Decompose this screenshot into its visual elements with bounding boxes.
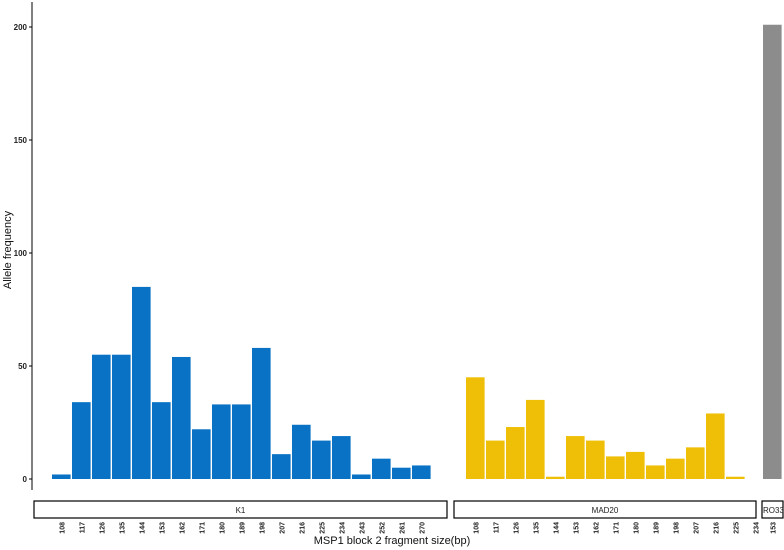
x-tick-label: 108 [59, 522, 66, 534]
x-tick-label: 135 [533, 522, 540, 534]
bar-mad20-225 [726, 476, 745, 479]
bar-k1-270 [412, 465, 431, 479]
x-tick-label: 126 [99, 522, 106, 534]
bar-k1-225 [312, 440, 331, 479]
x-tick-label: 162 [179, 522, 186, 534]
x-tick-label: 234 [753, 522, 760, 534]
x-tick-label: 171 [199, 522, 206, 534]
y-tick-label: 100 [14, 249, 28, 258]
x-tick-label: 216 [713, 522, 720, 534]
bar-k1-171 [192, 429, 211, 479]
y-tick-label: 150 [14, 136, 28, 145]
bar-mad20-198 [666, 458, 685, 479]
x-tick-label: 225 [733, 522, 740, 534]
facet-strip-mad20 [453, 500, 757, 519]
x-tick-label: 180 [219, 522, 226, 534]
x-tick-label: 189 [653, 522, 660, 534]
bar-k1-207 [272, 454, 291, 479]
y-tick-label: 50 [18, 362, 27, 371]
x-tick-label: 198 [259, 522, 266, 534]
bar-k1-135 [112, 354, 131, 479]
bar-mad20-207 [686, 447, 705, 479]
x-tick-label: 198 [673, 522, 680, 534]
x-tick-label: 207 [279, 522, 286, 534]
y-axis-label: Allele frequency [2, 210, 14, 289]
bar-mad20-126 [506, 427, 525, 479]
bar-k1-261 [392, 467, 411, 479]
bar-k1-144 [132, 286, 151, 479]
x-tick-label: 108 [473, 522, 480, 534]
facet-strip-label: K1 [236, 506, 246, 515]
x-tick-label: 261 [399, 522, 406, 534]
x-tick-label: 252 [379, 522, 386, 534]
x-tick-label: 171 [613, 522, 620, 534]
bar-mad20-144 [546, 476, 565, 479]
bar-mad20-108 [466, 377, 485, 479]
bar-mad20-180 [626, 451, 645, 479]
bar-mad20-216 [706, 413, 725, 479]
bar-k1-180 [212, 404, 231, 479]
bar-k1-234 [332, 436, 351, 479]
y-tick-label: 200 [14, 23, 28, 32]
bar-ro33-153 [763, 24, 782, 480]
facet-strip-k1 [33, 500, 448, 519]
x-tick-label: 162 [593, 522, 600, 534]
x-tick-label: 189 [239, 522, 246, 534]
facet-strip-label: MAD20 [592, 506, 619, 515]
bar-k1-126 [92, 354, 111, 479]
x-tick-label: 243 [359, 522, 366, 534]
bar-mad20-153 [566, 436, 585, 479]
x-tick-label: 234 [339, 522, 346, 534]
bar-k1-189 [232, 404, 251, 479]
bar-k1-216 [292, 424, 311, 479]
bar-mad20-162 [586, 440, 605, 479]
bar-mad20-171 [606, 456, 625, 479]
bar-mad20-135 [526, 399, 545, 479]
x-tick-label: 270 [419, 522, 426, 534]
x-tick-label: 144 [139, 522, 146, 534]
x-tick-label: 180 [633, 522, 640, 534]
bar-k1-198 [252, 347, 271, 479]
bar-mad20-117 [486, 440, 505, 479]
bar-k1-243 [352, 474, 371, 479]
y-tick-label: 0 [23, 475, 28, 484]
facet-strip-label: RO33 [763, 506, 784, 515]
bar-mad20-189 [646, 465, 665, 479]
bar-k1-108 [52, 474, 71, 479]
plot-area: 0 50 100 150 200 K1 108 117 126 135 144 153 162 171 18… [14, 2, 784, 534]
x-tick-label: 117 [493, 522, 500, 533]
x-tick-label: 153 [573, 522, 580, 534]
x-tick-label: 216 [299, 522, 306, 534]
bar-k1-162 [172, 356, 191, 479]
facet-strip-ro33 [761, 500, 784, 519]
bar-k1-117 [72, 402, 91, 479]
x-tick-label: 153 [159, 522, 166, 534]
bar-k1-252 [372, 458, 391, 479]
x-tick-label: 126 [513, 522, 520, 534]
x-tick-label: 117 [79, 522, 86, 533]
x-tick-label: 144 [553, 522, 560, 534]
x-tick-label: 135 [119, 522, 126, 534]
x-tick-label: 225 [319, 522, 326, 534]
x-tick-label: 207 [693, 522, 700, 534]
bar-k1-153 [152, 402, 171, 479]
x-axis-label: MSP1 block 2 fragment size(bp) [314, 535, 471, 547]
x-tick-label: 153 [770, 522, 777, 534]
